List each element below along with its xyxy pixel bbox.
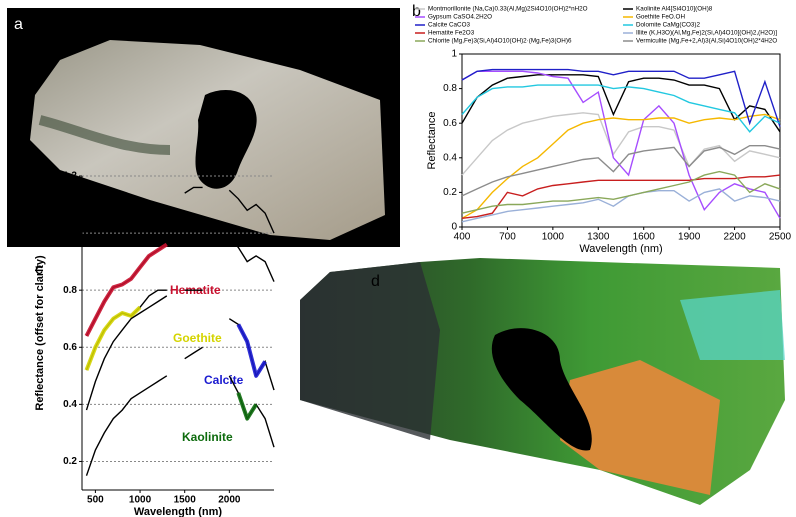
series-highlight — [238, 324, 265, 375]
y-tick-label: 1 — [71, 228, 77, 239]
series-label: Goethite — [173, 331, 222, 345]
x-tick-label: 1000 — [542, 232, 565, 243]
x-tick-label: 2000 — [218, 495, 241, 506]
legend-label: Montmorillonite (Na,Ca)0.33(Al,Mg)2Si4O1… — [428, 6, 588, 13]
y-tick-label: 0.6 — [443, 118, 457, 129]
series-label: Kaolinite — [182, 430, 233, 444]
legend-label: Calcite CaCO3 — [428, 22, 470, 29]
y-tick-label: 1.2 — [63, 171, 77, 182]
x-axis-label: Wavelength (nm) — [579, 243, 662, 255]
panel-label: d — [371, 273, 380, 290]
series-line — [462, 146, 780, 196]
legend-label: Hematite Fe2O3 — [428, 30, 475, 37]
series-label: Calcite — [204, 373, 244, 387]
legend-label: Goethite FeO.OH — [636, 14, 685, 21]
y-tick-label: 0.8 — [63, 285, 77, 296]
series-line — [462, 189, 780, 222]
x-tick-label: 2200 — [723, 232, 746, 243]
y-tick-label: 0.4 — [63, 399, 77, 410]
legend-label: Gypsum CaSO4.2H2O — [428, 14, 492, 21]
series-line — [87, 239, 275, 370]
y-tick-label: 0.2 — [63, 456, 77, 467]
series-line — [462, 71, 780, 218]
y-tick-label: 0.8 — [443, 83, 457, 94]
panel-label: a — [14, 16, 23, 33]
legend-label: Dolomite CaMg(CO3)2 — [636, 22, 701, 29]
x-tick-label: 2500 — [769, 232, 792, 243]
image-d-dark-region — [300, 262, 440, 440]
x-tick-label: 700 — [499, 232, 516, 243]
series-highlight — [238, 393, 256, 419]
y-tick-label: 0.6 — [63, 342, 77, 353]
series-line — [462, 75, 780, 132]
x-tick-label: 1300 — [587, 232, 610, 243]
legend-label: Chlorite (Mg,Fe)3(Si,Al)4O10(OH)2·(Mg,Fe… — [428, 38, 572, 45]
x-tick-label: 1600 — [633, 232, 656, 243]
y-tick-label: 0.2 — [443, 187, 457, 198]
x-tick-label: 400 — [454, 232, 471, 243]
y-axis-label: Reflectance — [426, 111, 438, 169]
series-line — [462, 85, 780, 132]
legend-label: Illite (K,H3O)(Al,Mg,Fe)2(Si,Al)4O10[(OH… — [636, 30, 777, 37]
legend-label: Kaolinite Al4[Si4O10](OH)8 — [636, 6, 713, 13]
legend-label: Vermiculite (Mg,Fe+2,Al)3(Al,Si)4O10(OH)… — [636, 38, 777, 45]
x-tick-label: 1500 — [174, 495, 197, 506]
y-tick-label: 0.4 — [443, 152, 457, 163]
x-tick-label: 1900 — [678, 232, 701, 243]
x-tick-label: 1000 — [129, 495, 152, 506]
y-axis-label: Reflectance (offset for clarity) — [34, 255, 46, 411]
x-axis-label: Wavelength (nm) — [134, 506, 223, 517]
x-tick-label: 500 — [87, 495, 104, 506]
y-tick-label: 1 — [451, 49, 457, 60]
series-line — [87, 290, 275, 410]
figure: a d b00.20.40.60.81400700100013001600190… — [0, 0, 796, 517]
